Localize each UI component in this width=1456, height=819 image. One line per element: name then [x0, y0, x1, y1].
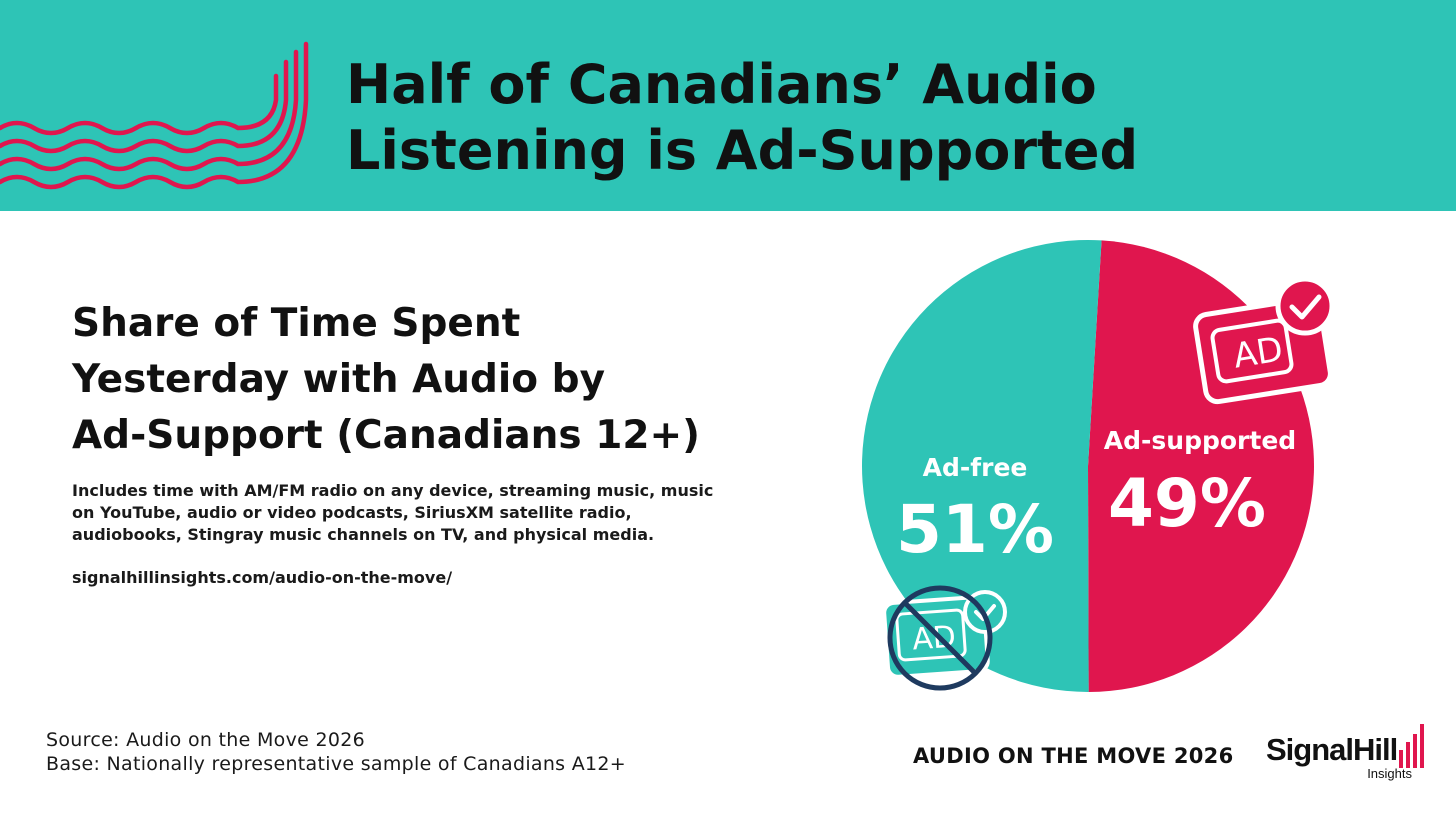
signal-bars-icon — [1399, 724, 1424, 768]
page-title-line-2: Listening is Ad-Supported — [346, 119, 1139, 182]
ad-crossed-icon-text: AD — [911, 620, 957, 658]
slice-label-ad-free: Ad-free — [923, 453, 1028, 482]
page-title-line-1: Half of Canadians’ Audio — [346, 53, 1097, 116]
methodology-note-line-1: Includes time with AM/FM radio on any de… — [72, 481, 714, 500]
slice-value-ad-supported: 49% — [1108, 465, 1266, 542]
waves-decoration-icon — [0, 41, 309, 190]
pie-slice-ad-free — [861, 239, 1102, 692]
ad-crossed-icon: AD — [882, 585, 1007, 691]
slice-value-ad-free: 51% — [896, 491, 1054, 568]
ad-check-icon-text: AD — [1231, 329, 1286, 376]
source-text: Source: Audio on the Move 2026 — [46, 729, 366, 751]
signal-hill-logo: SignalHill Insights — [1266, 720, 1426, 786]
logo-subtext: Insights — [1367, 766, 1412, 781]
chart-subtitle: Share of Time Spent Yesterday with Audio… — [72, 296, 700, 464]
report-url: signalhillinsights.com/audio-on-the-move… — [72, 568, 453, 587]
header-banner: Half of Canadians’ Audio Listening is Ad… — [0, 0, 1456, 211]
logo-wordmark: SignalHill — [1266, 732, 1398, 767]
page-title: Half of Canadians’ Audio Listening is Ad… — [346, 52, 1138, 184]
ad-check-icon: AD — [1193, 276, 1335, 405]
brand-tag: AUDIO ON THE MOVE 2026 — [913, 744, 1234, 768]
chart-subtitle-line-2: Yesterday with Audio by — [72, 357, 606, 402]
slice-label-ad-supported: Ad-supported — [1104, 426, 1296, 455]
chart-subtitle-line-3: Ad-Support (Canadians 12+) — [72, 413, 700, 458]
chart-subtitle-line-1: Share of Time Spent — [72, 301, 521, 346]
methodology-note-line-3: audiobooks, Stingray music channels on T… — [72, 525, 655, 544]
methodology-note: Includes time with AM/FM radio on any de… — [72, 480, 732, 546]
source-block: Source: Audio on the Move 2026 Base: Nat… — [46, 728, 626, 776]
base-text: Base: Nationally representative sample o… — [46, 753, 627, 775]
methodology-note-line-2: on YouTube, audio or video podcasts, Sir… — [72, 503, 632, 522]
